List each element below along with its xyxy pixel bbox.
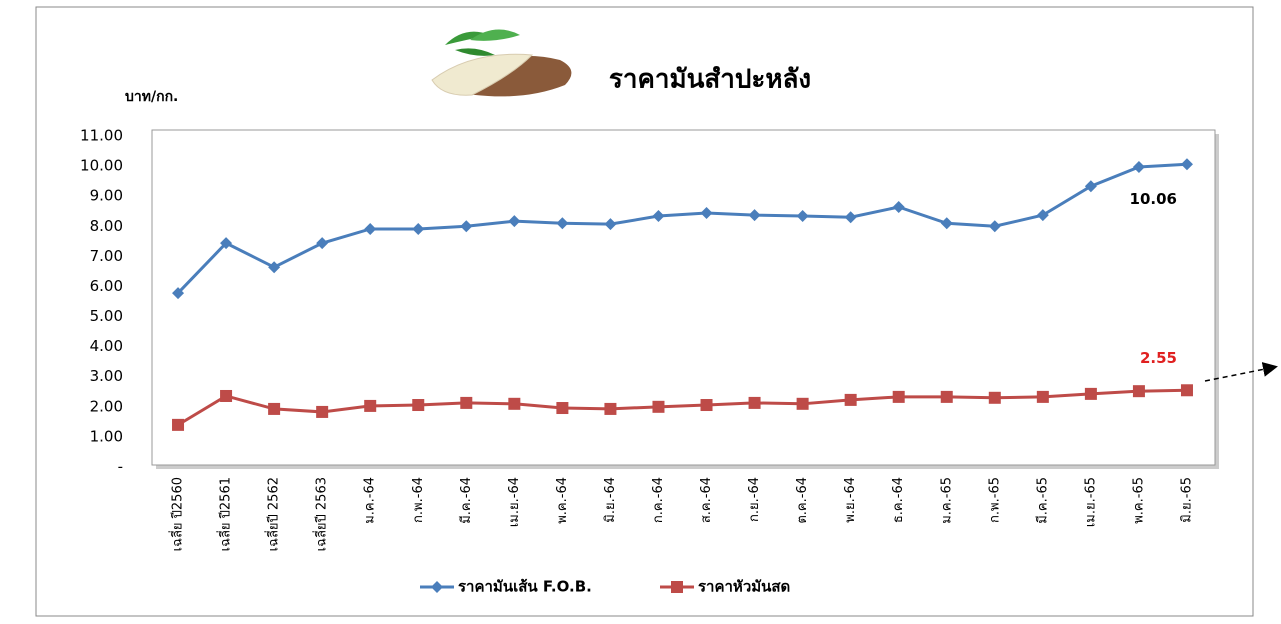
x-tick-label: ม.ค.-64 [363,477,378,524]
y-tick-label: 7.00 [90,247,123,265]
marker [989,392,1001,404]
marker [1181,384,1193,396]
x-tick-label: ต.ค.-64 [795,477,810,524]
marker [556,402,568,414]
y-tick-label: 1.00 [90,427,123,445]
marker [316,406,328,418]
marker [701,399,713,411]
x-tick-label: มี.ค.-65 [1034,477,1050,524]
marker [220,390,232,402]
marker [671,581,683,593]
y-tick-label: 2.00 [90,397,123,415]
marker [460,397,472,409]
x-tick-label: เฉลี่ย ปี2561 [217,477,234,551]
marker [797,398,809,410]
x-tick-label: เฉลี่ยปี 2562 [265,477,282,551]
marker [749,397,761,409]
plot-area [152,130,1215,465]
x-tick-label: ก.พ.-65 [987,477,1002,523]
y-tick-label: - [118,458,123,476]
marker [1133,385,1145,397]
y-tick-label: 4.00 [90,337,123,355]
marker [412,399,424,411]
marker [845,394,857,406]
y-tick-label: 8.00 [90,217,123,235]
marker [941,391,953,403]
marker [268,403,280,415]
marker [893,391,905,403]
y-tick-label: 10.00 [80,157,123,175]
legend-label: ราคามันเส้น F.O.B. [458,578,592,596]
x-tick-label: พ.ค.-64 [555,477,570,524]
x-tick-label: เฉลี่ยปี 2563 [313,477,330,551]
y-tick-label: 6.00 [90,277,123,295]
legend-label: ราคาหัวมันสด [698,578,790,596]
data-label: 2.55 [1140,349,1177,367]
marker [172,419,184,431]
x-tick-label: เม.ย.-64 [507,477,522,527]
y-tick-label: 3.00 [90,367,123,385]
y-axis-label: บาท/กก. [125,89,178,105]
marker [364,400,376,412]
x-tick-label: ก.พ.-64 [411,477,426,523]
y-tick-label: 9.00 [90,187,123,205]
marker [1085,388,1097,400]
x-tick-label: เม.ย.-65 [1083,477,1098,527]
x-tick-label: ก.ย.-64 [747,477,762,522]
y-tick-label: 11.00 [80,127,123,145]
data-label: 10.06 [1130,190,1177,208]
x-tick-label: ส.ค.-64 [699,477,714,523]
marker [508,398,520,410]
x-tick-label: พ.ย.-64 [843,477,858,523]
x-tick-label: ธ.ค.-64 [891,477,906,523]
x-tick-label: มี.ค.-64 [458,477,474,524]
chart: ราคามันสำปะหลัง บาท/กก. - 1.00 2.00 3.00 4.0… [0,0,1281,624]
x-tick-label: ม.ค.-65 [939,477,954,524]
chart-title: ราคามันสำปะหลัง [609,65,811,95]
y-tick-label: 5.00 [90,307,123,325]
marker [1037,391,1049,403]
x-tick-label: มิ.ย.-64 [603,477,618,523]
marker [652,401,664,413]
x-tick-label: ก.ค.-64 [651,477,666,523]
marker [604,403,616,415]
x-tick-label: เฉลี่ย ปี2560 [169,477,186,551]
x-tick-label: มิ.ย.-65 [1179,477,1194,523]
x-tick-label: พ.ค.-65 [1131,477,1146,524]
